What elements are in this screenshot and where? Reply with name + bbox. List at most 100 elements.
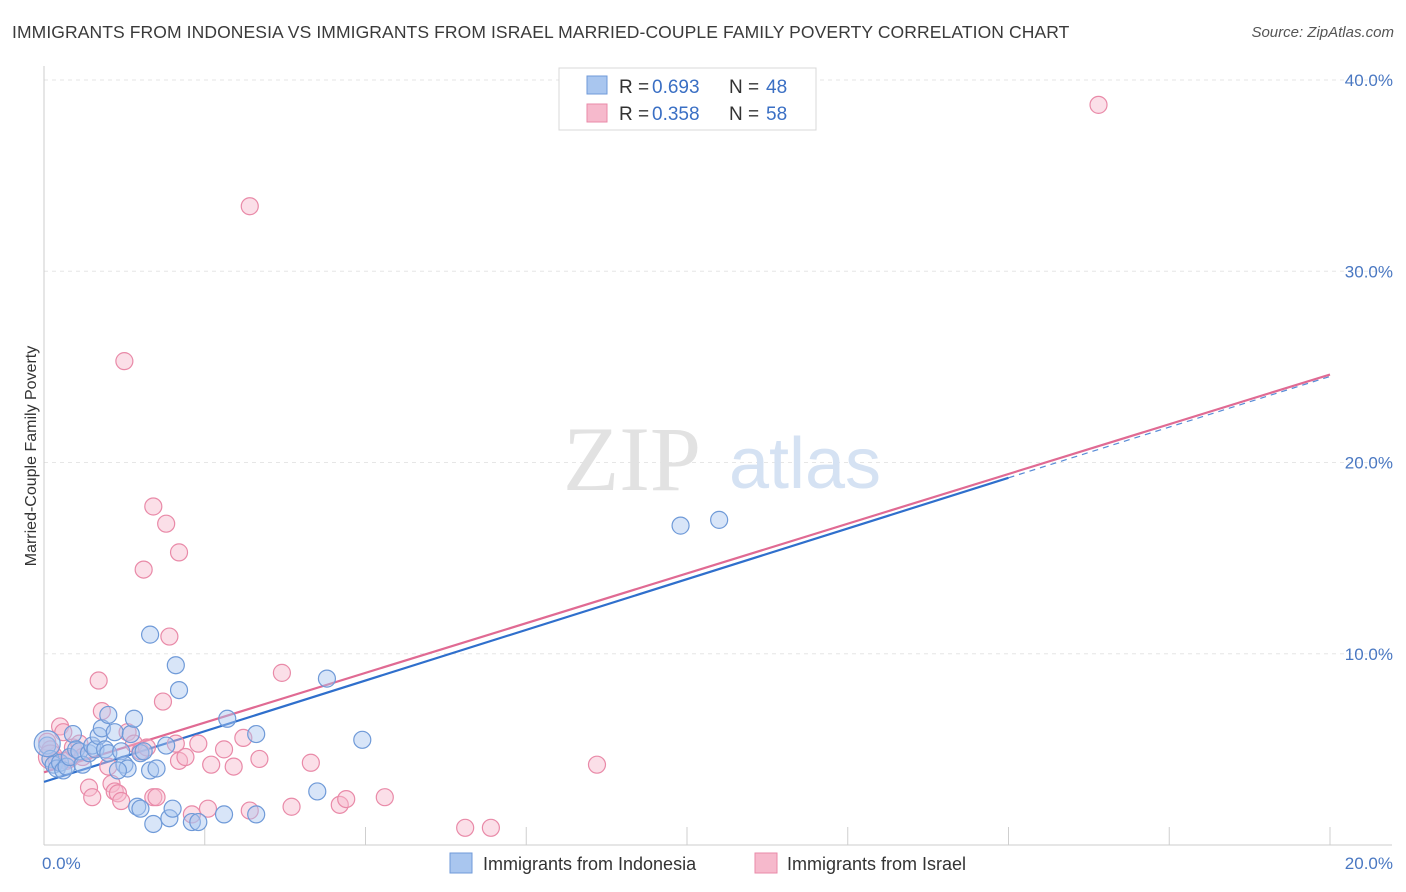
israel-point <box>481 818 500 837</box>
indonesia-point <box>169 680 189 700</box>
indonesia-point <box>121 724 140 744</box>
indonesia-point <box>140 625 160 644</box>
israel-point <box>99 757 118 776</box>
bottom-legend: Immigrants from Indonesia Immigrants fro… <box>449 852 966 874</box>
indonesia-point <box>144 814 163 834</box>
israel-point <box>176 747 195 767</box>
indonesia-point <box>182 812 201 832</box>
legend-r-label-indonesia: R = <box>619 77 649 98</box>
israel-point <box>189 734 208 753</box>
bottom-legend-swatch-indonesia <box>449 852 473 874</box>
israel-point <box>587 755 607 774</box>
legend-n-label-israel: N = <box>729 104 759 125</box>
watermark: ZIP atlas <box>563 408 881 510</box>
legend-r-value-indonesia: 0.693 <box>652 77 700 98</box>
indonesia-point <box>63 724 83 744</box>
x-tick-label: 0.0% <box>42 854 81 873</box>
indonesia-point <box>128 797 147 816</box>
indonesia-point <box>124 709 144 728</box>
indonesia-point <box>99 705 118 725</box>
israel-point <box>134 560 153 579</box>
israel-point <box>375 788 394 807</box>
israel-point <box>198 799 218 818</box>
legend-n-label-indonesia: N = <box>729 77 759 98</box>
watermark-zip: ZIP <box>563 408 701 510</box>
y-tick-label: 10.0% <box>1345 645 1393 664</box>
israel-point <box>157 514 176 533</box>
israel-point <box>169 543 189 562</box>
israel-point <box>250 749 269 769</box>
bottom-legend-swatch-israel <box>754 852 778 874</box>
y-tick-label: 40.0% <box>1345 71 1393 90</box>
legend-n-value-indonesia: 48 <box>766 77 787 98</box>
indonesia-points <box>33 510 729 834</box>
indonesia-point <box>157 736 176 755</box>
indonesia-point <box>671 516 690 535</box>
trend-lines <box>43 373 1331 783</box>
indonesia-point <box>163 799 182 818</box>
x-tick-labels: 0.0% 20.0% <box>42 854 1393 873</box>
israel-point <box>301 753 320 772</box>
israel-point <box>224 757 243 776</box>
indonesia-point <box>218 709 237 728</box>
y-axis-label: Married-Couple Family Poverty <box>23 346 40 567</box>
israel-point <box>115 352 134 371</box>
israel-point <box>147 788 166 807</box>
israel-point <box>153 692 173 711</box>
israel-trend-line <box>43 373 1331 774</box>
israel-point <box>282 797 301 816</box>
indonesia-point <box>353 730 372 749</box>
israel-point <box>89 671 108 690</box>
indonesia-trend-line <box>43 476 1009 783</box>
israel-point <box>112 791 131 811</box>
y-tick-label: 30.0% <box>1345 262 1393 281</box>
israel-point <box>79 778 99 797</box>
legend-swatch-israel <box>586 103 608 123</box>
israel-point <box>337 789 356 809</box>
indonesia-point <box>105 723 124 742</box>
indonesia-point <box>166 656 185 675</box>
y-tick-labels: 10.0% 20.0% 30.0% 40.0% <box>1345 71 1393 664</box>
israel-point <box>202 755 221 774</box>
legend-n-value-israel: 58 <box>766 104 787 125</box>
israel-point <box>144 497 163 516</box>
indonesia-point <box>140 761 160 780</box>
source-credit: Source: ZipAtlas.com <box>1251 24 1394 41</box>
israel-point <box>83 788 102 807</box>
israel-point <box>105 782 124 801</box>
israel-point <box>240 197 259 216</box>
chart-title: IMMIGRANTS FROM INDONESIA VS IMMIGRANTS … <box>12 22 1070 42</box>
indonesia-point <box>134 742 153 761</box>
legend-box: R = 0.693 N = 48 R = 0.358 N = 58 <box>558 67 817 131</box>
indonesia-point <box>131 744 150 763</box>
indonesia-point <box>108 761 128 780</box>
indonesia-point <box>247 805 266 824</box>
legend-r-label-israel: R = <box>619 104 649 125</box>
indonesia-point <box>73 755 92 774</box>
x-tick-label: 20.0% <box>1345 854 1393 873</box>
indonesia-trend-extension <box>1008 375 1331 479</box>
indonesia-point <box>214 805 234 824</box>
y-tick-label: 20.0% <box>1345 454 1393 473</box>
grid-lines <box>43 79 1392 845</box>
indonesia-point <box>247 724 266 744</box>
indonesia-point <box>710 510 729 529</box>
watermark-atlas: atlas <box>729 424 881 504</box>
indonesia-point <box>308 782 327 801</box>
bottom-legend-label-indonesia: Immigrants from Indonesia <box>483 854 697 874</box>
legend-swatch-indonesia <box>586 75 608 95</box>
israel-point <box>272 663 292 682</box>
israel-point <box>214 740 234 759</box>
legend-r-value-israel: 0.358 <box>652 104 700 125</box>
axes <box>43 66 1392 846</box>
indonesia-point <box>147 759 166 778</box>
indonesia-point <box>112 742 131 761</box>
israel-point <box>1089 95 1108 114</box>
indonesia-point <box>160 809 179 828</box>
israel-point <box>160 627 179 646</box>
indonesia-point <box>131 799 150 818</box>
indonesia-point <box>57 757 76 776</box>
indonesia-point-cluster <box>33 730 61 758</box>
indonesia-point <box>189 812 208 832</box>
